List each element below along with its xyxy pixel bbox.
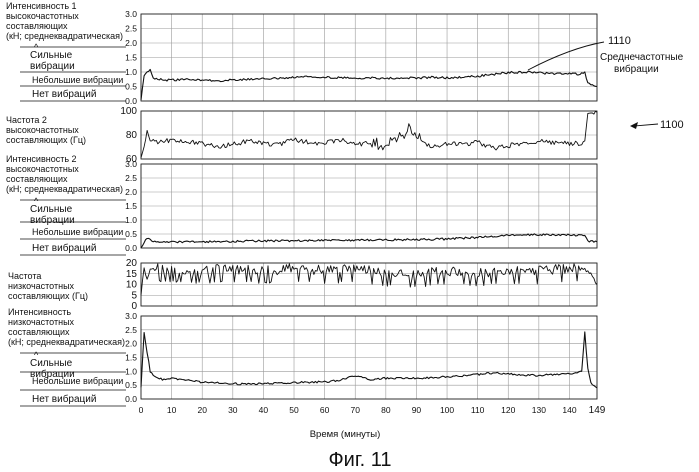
y-tick-label: 1.5 bbox=[125, 53, 137, 63]
x-tick-label: 40 bbox=[259, 405, 269, 415]
panel-3: 0.0 0.5 1.0 1.5 2.0 2.5 3.0 Интенсивность 2высо… bbox=[6, 154, 597, 255]
y-tick-label: 2.5 bbox=[125, 173, 137, 183]
x-tick-label: 80 bbox=[381, 405, 391, 415]
panel-1: 0.0 0.5 1.0 1.5 2.0 2.5 3.0 Интенсивность 1высо… bbox=[6, 1, 597, 106]
y-tick-label: 0.0 bbox=[125, 243, 137, 253]
y-tick-label: 2.5 bbox=[125, 325, 137, 335]
y-tick-label: 1.5 bbox=[125, 353, 137, 363]
y-tick-label: 0.5 bbox=[125, 380, 137, 390]
x-tick-label: 149 bbox=[589, 405, 606, 416]
ref-1100-arrow bbox=[634, 124, 658, 126]
y-tick-label: 1.0 bbox=[125, 215, 137, 225]
panel-label-line: составляющих bbox=[8, 327, 70, 337]
y-tick-label: 0.5 bbox=[125, 229, 137, 239]
ref-1110-label-line2: вибрации bbox=[614, 63, 659, 75]
x-axis-label: Время (минуты) bbox=[310, 429, 381, 440]
strong-vibration-label: Сильные bbox=[30, 50, 73, 61]
y-tick-label: 0.0 bbox=[125, 394, 137, 404]
strong-vibration-label: вибрации bbox=[30, 60, 75, 72]
panel-4: 05101520Частотанизкочастотныхсоставляющи… bbox=[8, 258, 597, 312]
panel-label-line: Интенсивность 1 bbox=[6, 1, 77, 11]
y-tick-label: 0.0 bbox=[125, 96, 137, 106]
ref-1110-leader bbox=[528, 42, 604, 70]
x-tick-label: 140 bbox=[562, 405, 576, 415]
y-tick-label: 2.0 bbox=[125, 187, 137, 197]
panel-5: 0.0 0.5 1.0 1.5 2.0 2.5 3.0 Интенсивностьнизкоч… bbox=[8, 307, 597, 406]
y-tick-label: 3.0 bbox=[125, 9, 137, 19]
small-vibration-label: Небольшие вибрации bbox=[32, 75, 123, 85]
y-tick-label: 100 bbox=[120, 106, 137, 117]
y-tick-label: 20 bbox=[126, 258, 138, 269]
y-tick-label: 2.0 bbox=[125, 339, 137, 349]
x-tick-label: 90 bbox=[412, 405, 422, 415]
x-tick-label: 130 bbox=[532, 405, 546, 415]
x-tick-label: 10 bbox=[167, 405, 177, 415]
panel-label-line: Частота 2 bbox=[6, 115, 47, 125]
ref-1110-label-line1: Среднечастотные bbox=[600, 52, 684, 63]
panel-label-line: высокочастотных bbox=[6, 11, 79, 21]
x-tick-label: 100 bbox=[440, 405, 454, 415]
y-tick-label: 80 bbox=[126, 130, 138, 141]
x-tick-label: 50 bbox=[289, 405, 299, 415]
strong-vibration-label: Сильные bbox=[30, 358, 73, 369]
panel-label-line: (кН; среднеквадратическая) bbox=[8, 337, 125, 347]
series-line-2 bbox=[141, 111, 597, 158]
x-tick-label: 30 bbox=[228, 405, 238, 415]
series-line-1 bbox=[141, 69, 597, 100]
y-tick-label: 3.0 bbox=[125, 159, 137, 169]
series-line-5 bbox=[141, 332, 597, 388]
no-vibration-label: Нет вибраций bbox=[32, 393, 96, 405]
y-tick-label: 2.5 bbox=[125, 24, 137, 34]
panel-label-line: (кН; среднеквадратическая) bbox=[6, 31, 123, 41]
y-tick-label: 5 bbox=[131, 290, 137, 301]
x-axis-ticks: 0 10 20 30 40 50 60 70 80 90 100 110 120 130 140 149 bbox=[139, 405, 606, 416]
panel-label-line: составляющих (Гц) bbox=[6, 135, 86, 145]
x-tick-label: 60 bbox=[320, 405, 330, 415]
x-tick-label: 70 bbox=[350, 405, 360, 415]
strong-vibration-label: вибрации bbox=[30, 214, 75, 226]
no-vibration-label: Нет вибраций bbox=[32, 88, 96, 100]
x-tick-label: 120 bbox=[501, 405, 515, 415]
chart-panels: 0.00.51.01.52.02.53.0Интенсивность 1высо… bbox=[6, 1, 597, 406]
series-line-3 bbox=[141, 234, 597, 248]
ref-1110: 1110 bbox=[608, 35, 631, 47]
panel-label-line: Частота bbox=[8, 271, 41, 281]
panel-2: 6080100Частота 2высокочастотныхсоставляю… bbox=[6, 106, 597, 165]
y-tick-label: 1.5 bbox=[125, 201, 137, 211]
y-tick-label: 3.0 bbox=[125, 311, 137, 321]
panel-label-line: высокочастотных bbox=[6, 125, 79, 135]
ref-1100-arrowhead bbox=[630, 122, 638, 129]
x-tick-label: 20 bbox=[197, 405, 207, 415]
panel-label-line: составляющих bbox=[6, 21, 68, 31]
y-tick-label: 2.0 bbox=[125, 38, 137, 48]
y-tick-label: 1.0 bbox=[125, 366, 137, 376]
panel-label-line: (кН; среднеквадратическая) bbox=[6, 184, 123, 194]
panel-label-line: Интенсивность bbox=[8, 307, 71, 317]
x-tick-label: 0 bbox=[139, 405, 144, 415]
panel-label-line: низкочастотных bbox=[8, 281, 75, 291]
small-vibration-label: Небольшие вибрации bbox=[32, 376, 123, 386]
y-tick-label: 0.5 bbox=[125, 82, 137, 92]
x-tick-label: 110 bbox=[471, 405, 485, 415]
y-tick-label: 15 bbox=[126, 269, 138, 280]
y-tick-label: 1.0 bbox=[125, 67, 137, 77]
ref-1100: 1100 bbox=[660, 119, 684, 131]
strong-vibration-label: Сильные bbox=[30, 204, 73, 215]
y-tick-label: 10 bbox=[126, 280, 138, 291]
no-vibration-label: Нет вибраций bbox=[32, 242, 96, 254]
series-line-4 bbox=[141, 264, 597, 296]
panel-label-line: составляющих (Гц) bbox=[8, 291, 88, 301]
small-vibration-label: Небольшие вибрации bbox=[32, 227, 123, 237]
panel-label-line: Интенсивность 2 bbox=[6, 154, 77, 164]
figure-caption: Фиг. 11 bbox=[328, 449, 391, 471]
panel-label-line: низкочастотных bbox=[8, 317, 75, 327]
panel-label-line: высокочастотных bbox=[6, 164, 79, 174]
panel-label-line: составляющих bbox=[6, 174, 68, 184]
